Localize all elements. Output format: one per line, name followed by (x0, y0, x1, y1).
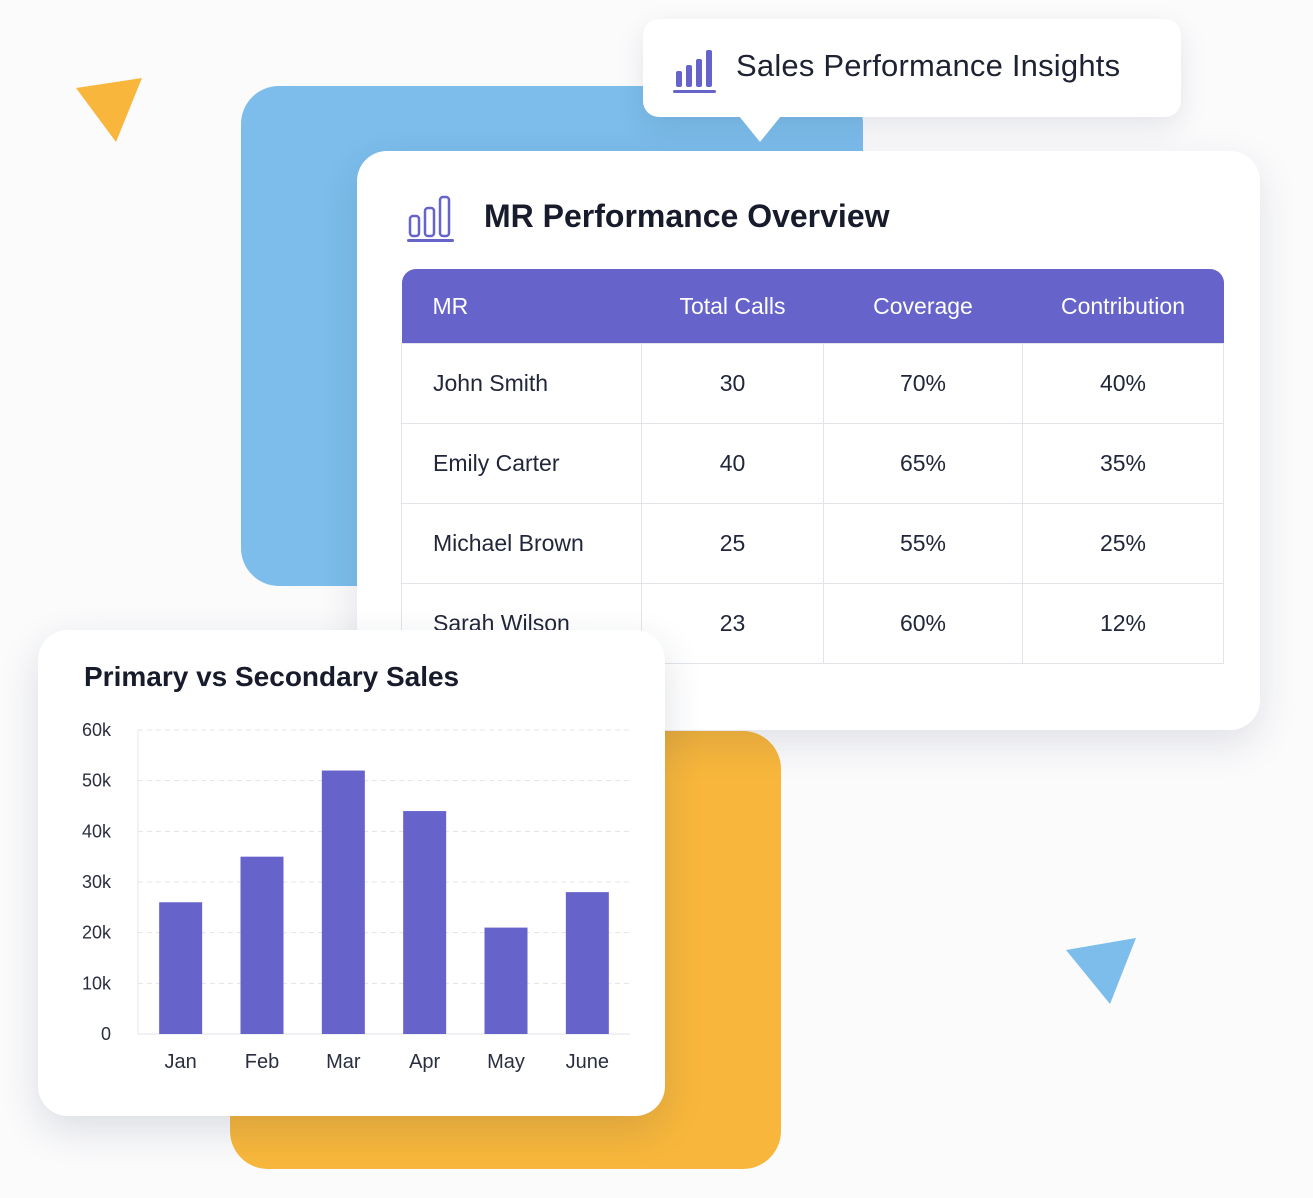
chart-title: Primary vs Secondary Sales (84, 661, 460, 692)
x-tick-label: Apr (409, 1051, 440, 1073)
x-tick-label: Jan (165, 1051, 197, 1073)
column-header-contribution: Contribution (1022, 269, 1224, 344)
table-header-row: MR Total Calls Coverage Contribution (401, 269, 1224, 344)
coverage-cell: 70% (823, 343, 1023, 424)
bar-chart-outline-icon (407, 195, 454, 242)
y-tick-label: 40k (82, 821, 112, 841)
bar (484, 927, 528, 1034)
total-calls-cell: 23 (641, 583, 824, 664)
x-tick-label: June (566, 1051, 609, 1073)
mr-name-cell: Michael Brown (401, 503, 642, 584)
coverage-cell: 65% (823, 423, 1023, 504)
total-calls-cell: 25 (641, 503, 824, 584)
table-title: MR Performance Overview (484, 198, 890, 234)
x-tick-label: Mar (326, 1051, 361, 1073)
blue-triangle-decoration (1066, 938, 1136, 1004)
mr-performance-table: MR Total Calls Coverage Contribution Joh… (401, 269, 1224, 664)
contribution-cell: 40% (1022, 343, 1224, 424)
mr-name-cell: John Smith (401, 343, 642, 424)
mr-performance-card: MR Performance Overview MR Total Calls C… (357, 151, 1260, 730)
bar-chart: 0 10k 20k 30k 40k 50k 60k Jan Feb Mar Apr May June (82, 720, 630, 1073)
yellow-triangle-decoration (76, 78, 142, 142)
coverage-cell: 60% (823, 583, 1023, 664)
y-tick-label: 50k (82, 771, 112, 791)
sales-chart-card: Primary vs Secondary Sales 0 10k 20k 30k 40k… (38, 630, 665, 1116)
table-row: Michael Brown 25 55% 25% (401, 503, 1224, 584)
y-tick-label: 0 (101, 1024, 111, 1044)
contribution-cell: 25% (1022, 503, 1224, 584)
total-calls-cell: 40 (641, 423, 824, 504)
bar (159, 902, 203, 1034)
column-header-coverage: Coverage (823, 269, 1023, 344)
x-tick-label: May (487, 1051, 525, 1073)
badge-pointer (739, 116, 781, 142)
column-header-mr: MR (401, 269, 642, 344)
y-tick-label: 60k (82, 720, 112, 740)
contribution-cell: 35% (1022, 423, 1224, 504)
column-header-total-calls: Total Calls (641, 269, 824, 344)
mr-name-cell: Emily Carter (401, 423, 642, 504)
table-row: John Smith 30 70% 40% (401, 343, 1224, 424)
bar-chart-icon (673, 50, 716, 93)
y-tick-label: 20k (82, 923, 112, 943)
contribution-cell: 12% (1022, 583, 1224, 664)
bar (321, 770, 365, 1034)
insights-badge: Sales Performance Insights (643, 19, 1181, 117)
x-tick-label: Feb (245, 1051, 279, 1073)
y-tick-label: 10k (82, 973, 112, 993)
bar (403, 811, 447, 1034)
bar (240, 856, 284, 1034)
y-tick-label: 30k (82, 872, 112, 892)
insights-title: Sales Performance Insights (736, 48, 1121, 83)
table-row: Emily Carter 40 65% 35% (401, 423, 1224, 504)
total-calls-cell: 30 (641, 343, 824, 424)
coverage-cell: 55% (823, 503, 1023, 584)
bar (565, 892, 609, 1034)
